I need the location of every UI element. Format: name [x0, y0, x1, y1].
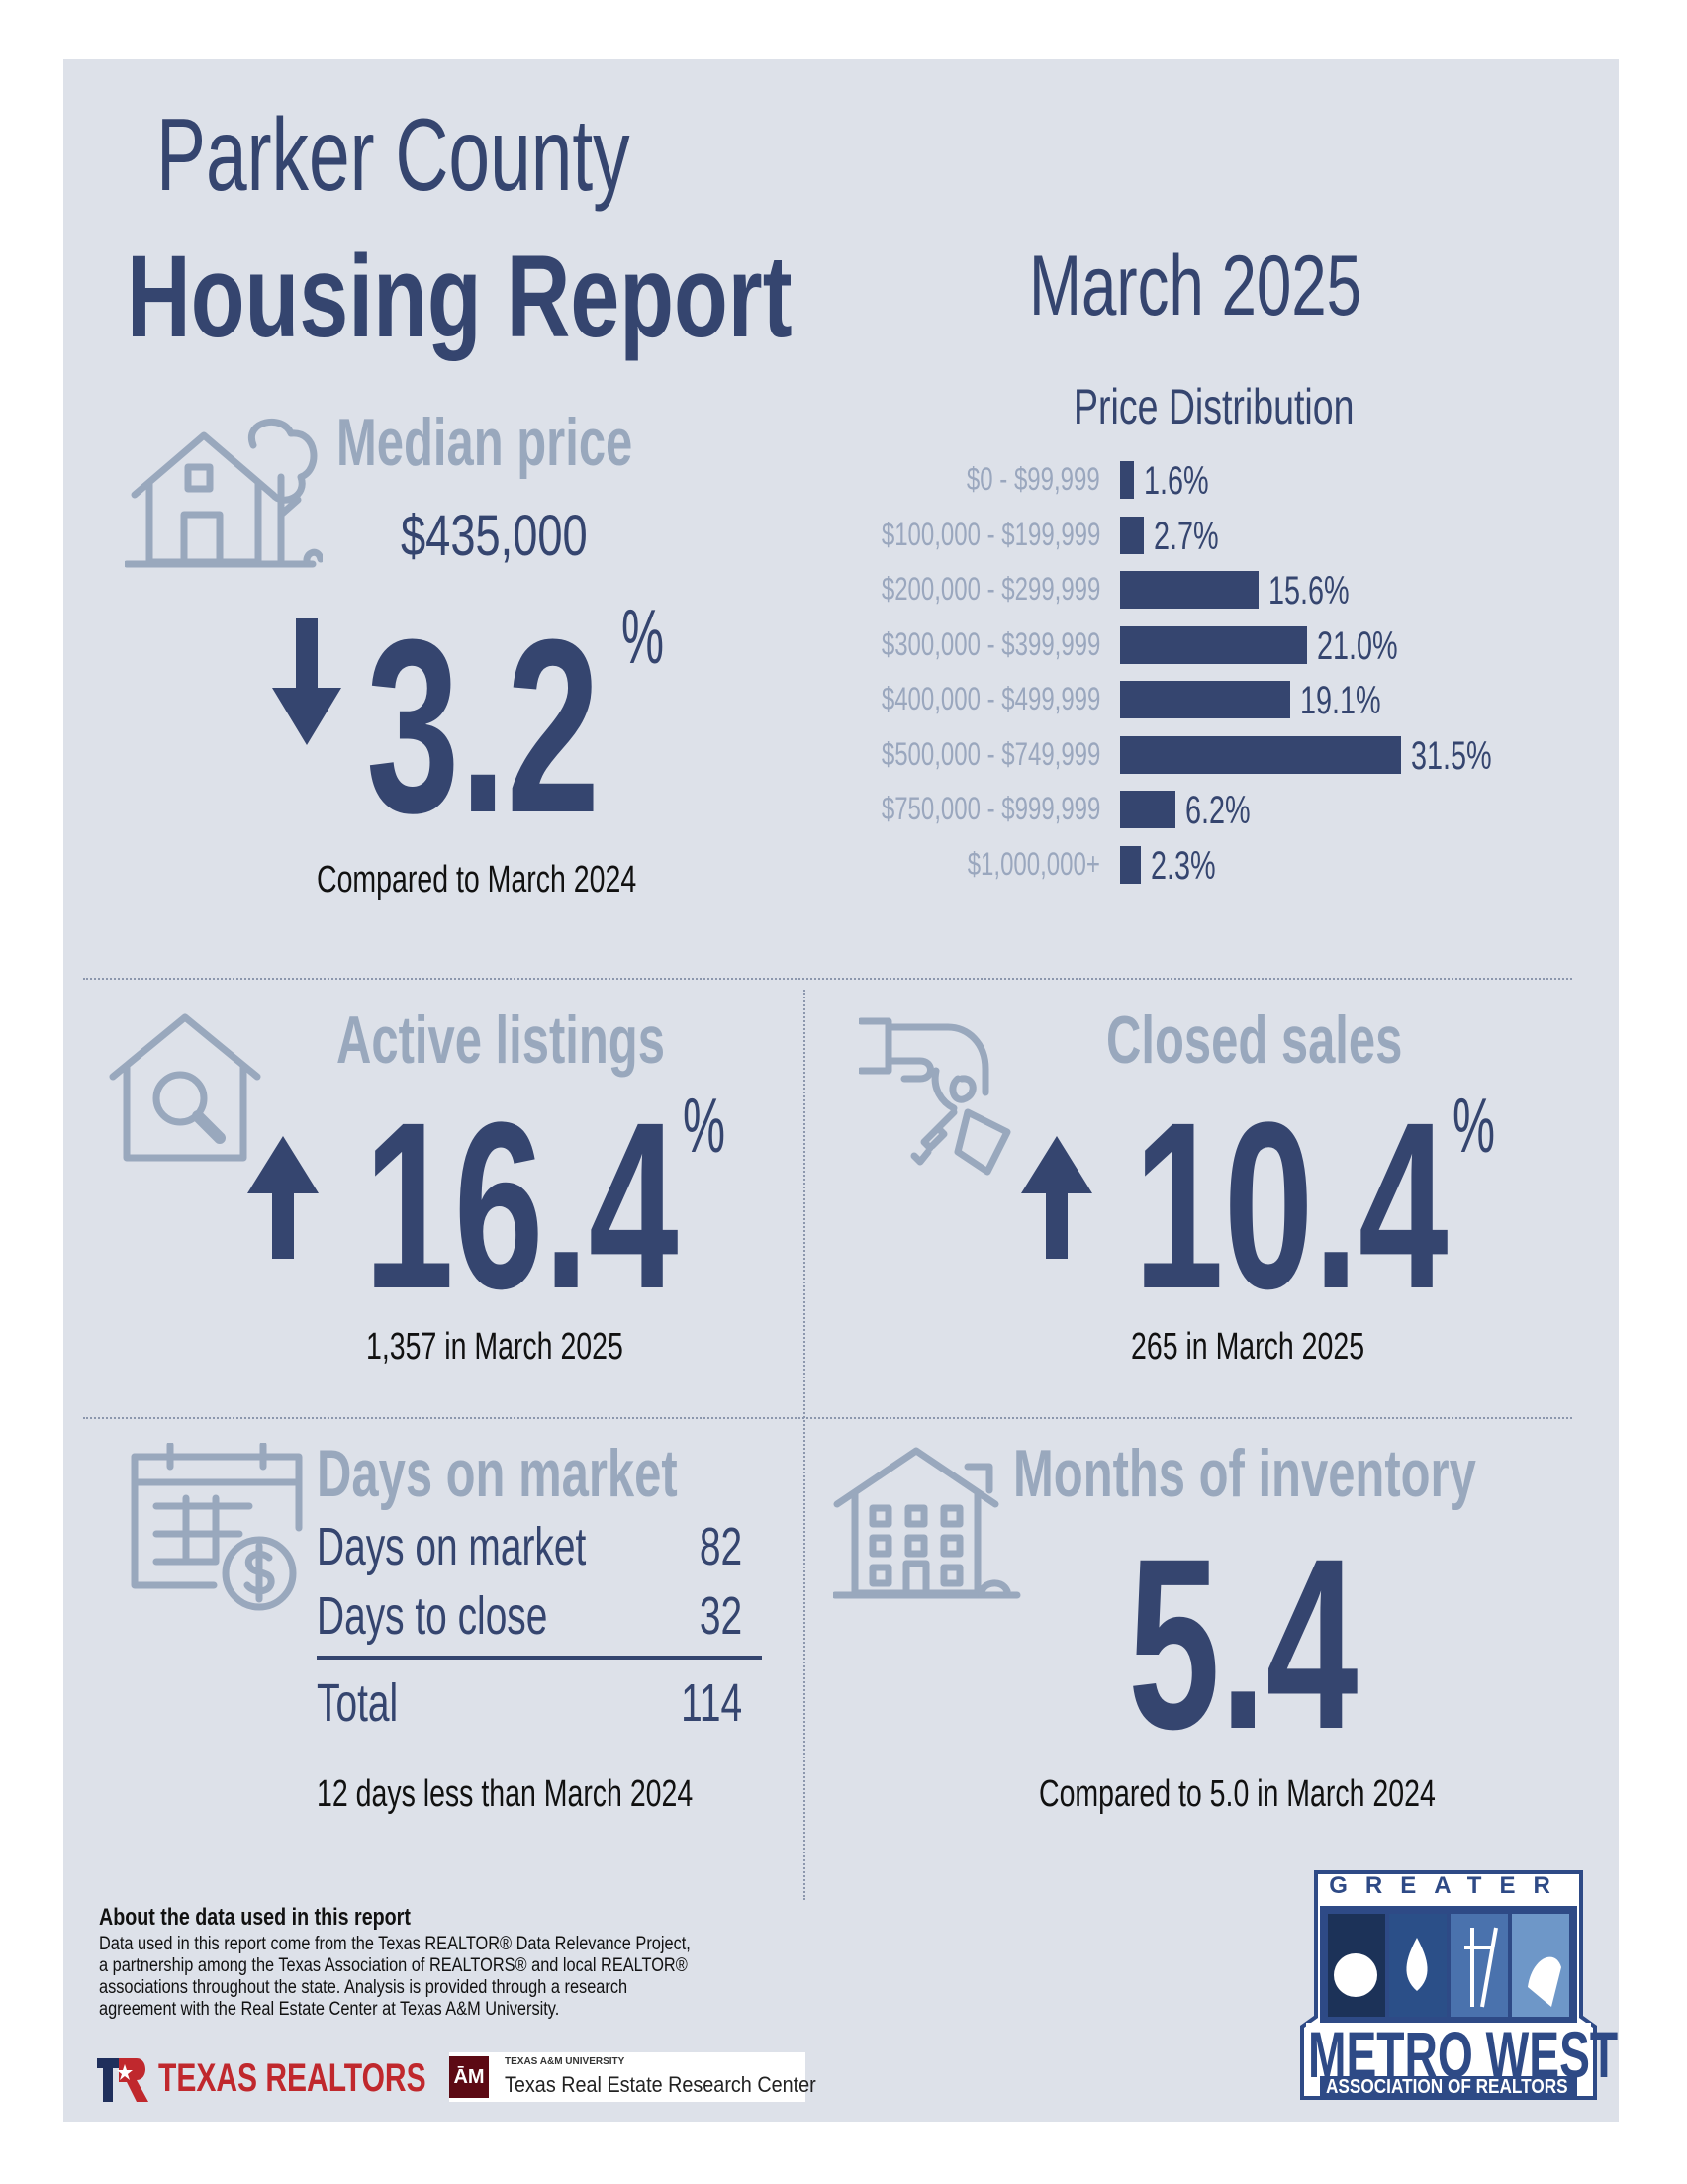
metro-west-logo: GREATER METRO WEST ASSOCIATION OF REALTO… — [1298, 1868, 1618, 2102]
dom-row-total: Total 114 — [317, 1672, 742, 1733]
price-distribution-bar — [1120, 461, 1135, 499]
price-distribution-bar — [1120, 791, 1175, 828]
price-range-label-wrap: $0 - $99,999 — [0, 461, 1100, 498]
house-tree-icon — [125, 416, 323, 574]
dom-total-rule — [317, 1656, 762, 1660]
closed-sales-title: Closed sales — [1106, 1002, 1403, 1078]
price-distribution-row: $500,000 - $749,999 31.5% — [0, 733, 1555, 778]
apartment-building-icon — [833, 1447, 1021, 1605]
dom-total-value: 114 — [681, 1673, 742, 1733]
price-distribution-value: 1.6% — [1144, 459, 1210, 503]
dom-row-days-to-close: Days to close 32 — [317, 1585, 742, 1646]
price-range-label: $300,000 - $399,999 — [881, 625, 1100, 662]
texas-realtors-mark-icon — [97, 2058, 148, 2102]
closed-sales-percent-sign: % — [1453, 1082, 1496, 1169]
tamu-university-text: TEXAS A&M UNIVERSITY — [505, 2056, 625, 2067]
price-range-label-wrap: $750,000 - $999,999 — [0, 791, 1100, 827]
price-distribution-bar — [1120, 625, 1307, 664]
price-range-label: $750,000 - $999,999 — [881, 791, 1100, 826]
price-range-label: $500,000 - $749,999 — [881, 735, 1100, 772]
about-heading: About the data used in this report — [99, 1904, 411, 1931]
price-distribution-value: 6.2% — [1184, 789, 1251, 832]
months-inventory-title: Months of inventory — [1013, 1436, 1476, 1511]
price-range-label: $0 - $99,999 — [967, 461, 1100, 497]
closed-sales-change: 10.4 — [1134, 1073, 1449, 1338]
dom-row-value: 82 — [699, 1517, 742, 1576]
metro-west-sub: ASSOCIATION OF REALTORS — [1326, 2076, 1568, 2098]
divider-top — [83, 978, 1572, 980]
price-distribution-row: $0 - $99,999 1.6% — [0, 459, 1555, 503]
house-search-icon — [109, 1013, 261, 1162]
price-range-label-wrap: $400,000 - $499,999 — [0, 681, 1100, 717]
median-caption: Compared to March 2024 — [317, 859, 637, 901]
days-on-market-title: Days on market — [317, 1436, 678, 1511]
months-inventory-caption: Compared to 5.0 in March 2024 — [1039, 1773, 1436, 1815]
tamu-logo: ĀM TEXAS A&M UNIVERSITY Texas Real Estat… — [449, 2052, 816, 2102]
price-distribution-bar — [1120, 735, 1401, 774]
price-distribution-row: $300,000 - $399,999 21.0% — [0, 623, 1555, 668]
price-distribution-bar — [1120, 681, 1290, 718]
price-distribution-value: 2.7% — [1154, 514, 1219, 558]
price-range-label: $100,000 - $199,999 — [881, 516, 1100, 552]
dom-total-label: Total — [317, 1673, 399, 1733]
median-price-title: Median price — [336, 405, 633, 480]
about-body: Data used in this report come from the T… — [99, 1934, 691, 2020]
price-range-label-wrap: $300,000 - $399,999 — [0, 626, 1100, 663]
price-distribution-value: 15.6% — [1268, 569, 1351, 613]
price-range-label: $400,000 - $499,999 — [881, 681, 1100, 716]
metro-west-name: METRO WEST — [1308, 2018, 1619, 2091]
title-line-2: Housing Report — [127, 232, 793, 362]
price-distribution-row: $100,000 - $199,999 2.7% — [0, 514, 1555, 558]
median-percent-sign: % — [621, 593, 665, 680]
price-distribution-row: $750,000 - $999,999 6.2% — [0, 789, 1555, 832]
months-inventory-value: 5.4 — [1128, 1508, 1359, 1780]
price-range-label-wrap: $500,000 - $749,999 — [0, 736, 1100, 773]
active-listings-percent-sign: % — [683, 1082, 726, 1169]
title-line-1: Parker County — [156, 98, 630, 213]
tamu-mark-icon: ĀM — [449, 2056, 489, 2098]
arrow-up-icon-closed — [1021, 1136, 1092, 1259]
price-distribution-row: $1,000,000+ 2.3% — [0, 843, 1555, 888]
price-distribution-row: $200,000 - $299,999 15.6% — [0, 569, 1555, 613]
closed-sales-caption: 265 in March 2025 — [1131, 1326, 1365, 1368]
active-listings-caption: 1,357 in March 2025 — [366, 1326, 623, 1368]
price-distribution-value: 31.5% — [1410, 733, 1492, 778]
median-price-value: $435,000 — [401, 504, 588, 568]
price-distribution-bar — [1120, 845, 1141, 884]
price-range-label-wrap: $200,000 - $299,999 — [0, 571, 1100, 608]
arrow-up-icon — [247, 1136, 319, 1259]
metro-west-top-text: GREATER — [1329, 1872, 1568, 1899]
texas-realtors-logo-text: TEXAS REALTORS — [158, 2056, 426, 2100]
price-range-label: $200,000 - $299,999 — [881, 571, 1100, 607]
report-month: March 2025 — [1029, 238, 1362, 333]
report-panel — [63, 59, 1619, 2122]
price-distribution-value: 2.3% — [1150, 843, 1216, 888]
price-distribution-value: 19.1% — [1299, 679, 1381, 722]
dom-row-label: Days on market — [317, 1517, 587, 1576]
price-range-label-wrap: $100,000 - $199,999 — [0, 517, 1100, 553]
hand-keys-icon — [859, 1013, 1027, 1191]
days-on-market-caption: 12 days less than March 2024 — [317, 1773, 694, 1815]
price-distribution-row: $400,000 - $499,999 19.1% — [0, 679, 1555, 722]
calendar-dollar-icon — [131, 1443, 309, 1611]
price-distribution-value: 21.0% — [1317, 623, 1398, 668]
divider-vertical — [803, 990, 805, 1900]
price-distribution-bar — [1120, 571, 1260, 609]
price-range-label-wrap: $1,000,000+ — [0, 846, 1100, 883]
dom-row-label: Days to close — [317, 1586, 548, 1646]
price-distribution-title: Price Distribution — [1074, 379, 1355, 434]
price-range-label: $1,000,000+ — [967, 845, 1100, 882]
price-distribution-bar — [1120, 516, 1145, 554]
tamu-center-name: Texas Real Estate Research Center — [505, 2072, 816, 2097]
dom-row-value: 32 — [699, 1586, 742, 1646]
active-listings-change: 16.4 — [364, 1073, 679, 1338]
active-listings-title: Active listings — [336, 1002, 665, 1078]
dom-row-days-on-market: Days on market 82 — [317, 1516, 742, 1576]
divider-middle — [83, 1417, 1572, 1419]
arrow-down-icon — [272, 618, 341, 747]
median-change-value: 3.2 — [366, 588, 601, 864]
